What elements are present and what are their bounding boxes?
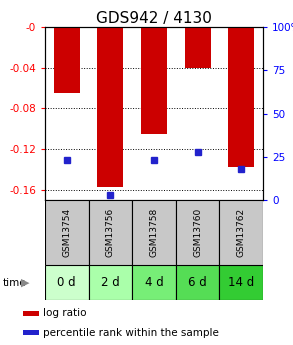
Bar xyxy=(88,200,132,265)
Bar xyxy=(132,200,176,265)
Bar xyxy=(185,27,211,68)
Text: log ratio: log ratio xyxy=(43,308,86,318)
Text: ▶: ▶ xyxy=(21,277,29,287)
Bar xyxy=(54,27,80,93)
Bar xyxy=(141,27,167,134)
Text: 2 d: 2 d xyxy=(101,276,120,289)
Bar xyxy=(219,200,263,265)
Text: 4 d: 4 d xyxy=(145,276,163,289)
Bar xyxy=(45,265,88,300)
Bar xyxy=(219,265,263,300)
Text: GSM13756: GSM13756 xyxy=(106,208,115,257)
Text: GSM13758: GSM13758 xyxy=(149,208,159,257)
Bar xyxy=(88,265,132,300)
Text: 6 d: 6 d xyxy=(188,276,207,289)
Text: percentile rank within the sample: percentile rank within the sample xyxy=(43,328,219,338)
Bar xyxy=(228,27,254,167)
Text: 0 d: 0 d xyxy=(57,276,76,289)
Bar xyxy=(97,27,123,187)
Bar xyxy=(23,310,39,316)
Bar xyxy=(176,265,219,300)
Title: GDS942 / 4130: GDS942 / 4130 xyxy=(96,11,212,26)
Text: GSM13754: GSM13754 xyxy=(62,208,71,257)
Text: 14 d: 14 d xyxy=(228,276,254,289)
Bar xyxy=(45,200,88,265)
Text: time: time xyxy=(3,277,27,287)
Text: GSM13760: GSM13760 xyxy=(193,208,202,257)
Text: GSM13762: GSM13762 xyxy=(237,208,246,257)
Bar xyxy=(23,330,39,335)
Bar xyxy=(132,265,176,300)
Bar xyxy=(176,200,219,265)
